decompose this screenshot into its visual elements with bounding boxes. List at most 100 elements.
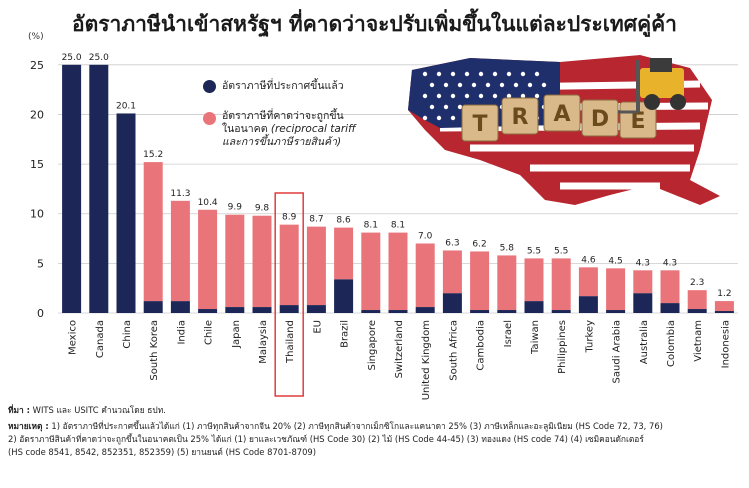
source-note: ที่มา : WITS และ USITC คำนวณโดย ธปท. (8, 404, 746, 417)
bar-expected-philippines (551, 258, 571, 311)
bar-expected-south-korea (143, 162, 163, 302)
trade-block (543, 94, 581, 132)
legend-expected-line1: อัตราภาษีที่คาดว่าจะถูกขึ้น (222, 110, 344, 122)
bar-current-eu (306, 305, 326, 313)
bar-expected-vietnam (687, 290, 707, 310)
source-text: WITS และ USITC คำนวณโดย ธปท. (30, 405, 166, 415)
value-labels: 25.0 25.0 20.1 15.2 11.3 10.4 9.9 9.8 8.9 8.7 8.6 8… (62, 53, 732, 299)
value-label: 7.0 (418, 232, 433, 242)
x-tick-label: Mexico (68, 320, 79, 355)
value-label: 20.1 (116, 101, 136, 111)
trade-block-letter: A (553, 102, 570, 127)
bars (62, 64, 734, 314)
bar-expected-saudi-arabia (606, 268, 626, 311)
bar-expected-colombia (660, 270, 680, 304)
value-label: 8.1 (364, 221, 378, 231)
bar-current-japan (225, 307, 245, 313)
x-tick-label: Australia (639, 320, 650, 364)
bar-current-thailand (279, 305, 299, 313)
value-label: 6.3 (445, 238, 459, 248)
x-tick-label: Thailand (285, 320, 296, 364)
thailand-highlight-box (274, 192, 304, 397)
trade-block-letter: E (630, 109, 645, 134)
value-label: 10.4 (198, 198, 218, 208)
source-label: ที่มา : (8, 405, 31, 415)
bar-current-indonesia (714, 311, 734, 313)
bar-current-malaysia (252, 307, 272, 313)
x-tick-label: Vietnam (693, 320, 704, 362)
legend-expected-line3: และการขึ้นภาษีรายสินค้า) (222, 136, 342, 148)
x-tick-label: Switzerland (394, 320, 405, 378)
trade-block-letter: D (591, 107, 609, 132)
bar-expected-cambodia (470, 251, 490, 311)
x-tick-label: Japan (231, 320, 242, 349)
x-tick-label: EU (312, 320, 323, 334)
y-axis-unit: (%) (28, 32, 44, 42)
value-label: 8.1 (391, 221, 405, 231)
bar-current-brazil (334, 279, 354, 313)
bar-current-vietnam (687, 309, 707, 313)
forklift-icon (618, 58, 686, 114)
value-label: 2.3 (690, 278, 704, 288)
bar-current-turkey (578, 296, 598, 313)
trade-block-letter: R (512, 105, 529, 130)
note-line1-text: 1) อัตราภาษีที่ประกาศขึ้นแล้วได้แก่ (1) … (48, 421, 663, 431)
bar-current-australia (633, 293, 653, 313)
bar-expected-japan (225, 214, 245, 308)
bar-current-india (170, 301, 190, 313)
x-tick-label: Israel (503, 320, 514, 347)
x-tick-label: Turkey (584, 320, 595, 354)
y-tick-label: 25 (30, 59, 44, 72)
legend-expected-line2-italic: (reciprocal tariff (270, 123, 356, 135)
y-tick-label: 20 (30, 108, 44, 121)
footnote-line-2: 2) อัตราภาษีสินค้าที่คาดว่าจะถูกขึ้นในอน… (8, 434, 644, 444)
value-label: 11.3 (170, 189, 190, 199)
x-tick-label: Malaysia (258, 320, 269, 364)
y-tick-label: 10 (30, 208, 44, 221)
bar-current-south-korea (143, 301, 163, 313)
trade-block (501, 97, 539, 135)
x-axis-labels: Mexico Canada China South Korea India Chile Ja… (68, 320, 732, 400)
legend-expected-marker (203, 112, 216, 125)
y-tick-label: 0 (37, 307, 44, 320)
x-tick-label: China (122, 320, 133, 349)
footnote-line-1: หมายเหตุ : 1) อัตราภาษีที่ประกาศขึ้นแล้ว… (8, 420, 746, 433)
bar-current-mexico (62, 64, 82, 314)
value-label: 4.3 (663, 258, 677, 268)
bar-expected-chile (198, 209, 218, 310)
legend-expected-label: อัตราภาษีที่คาดว่าจะถูกขึ้น ในอนาคต (rec… (222, 110, 402, 149)
value-label: 15.2 (143, 150, 163, 160)
x-tick-label: South Africa (448, 320, 459, 381)
value-label: 5.8 (500, 243, 515, 253)
value-label: 9.9 (228, 203, 243, 213)
bar-expected-australia (633, 270, 653, 294)
value-label: 4.3 (636, 258, 650, 268)
bar-current-israel (497, 310, 517, 313)
footnote-line-3: (HS code 8541, 8542, 852351, 852359) (5)… (8, 447, 317, 457)
x-tick-label: South Korea (149, 320, 160, 381)
bar-expected-singapore (361, 232, 381, 311)
x-tick-label: Brazil (340, 320, 351, 348)
x-tick-label: Taiwan (530, 320, 541, 355)
x-tick-label: India (176, 320, 187, 345)
value-label: 25.0 (89, 53, 109, 63)
value-label: 5.5 (527, 246, 541, 256)
value-label: 4.5 (608, 256, 622, 266)
value-label: 5.5 (554, 246, 568, 256)
y-axis-ticks: 0 5 10 15 20 25 (30, 59, 44, 320)
x-tick-label: Saudi Arabia (612, 320, 623, 383)
legend-current-marker (203, 80, 216, 93)
bar-current-cambodia (470, 310, 490, 313)
bar-current-colombia (660, 303, 680, 313)
value-label: 4.6 (581, 255, 596, 265)
bar-expected-switzerland (388, 232, 408, 311)
bar-current-saudi-arabia (606, 310, 626, 313)
note-label: หมายเหตุ : (8, 421, 49, 431)
bar-expected-brazil (334, 227, 354, 280)
bar-current-switzerland (388, 310, 408, 313)
value-label: 1.2 (717, 289, 731, 299)
legend-current-label: อัตราภาษีที่ประกาศขึ้นแล้ว (222, 80, 344, 92)
x-tick-label: Cambodia (476, 320, 487, 371)
y-tick-label: 15 (30, 158, 44, 171)
